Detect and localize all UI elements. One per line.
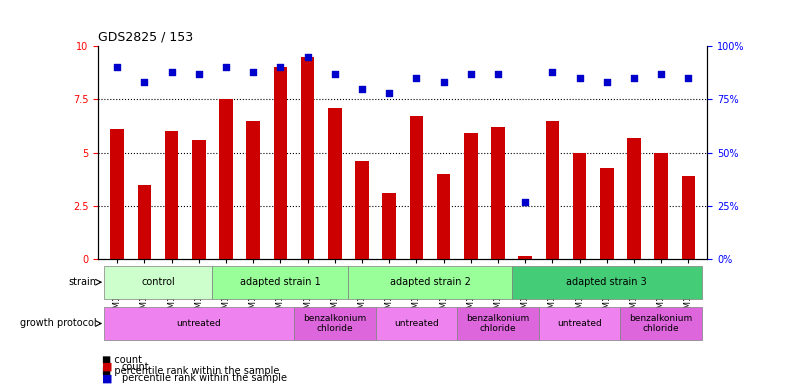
Point: [274, 64, 287, 70]
Bar: [491, 127, 505, 259]
Point: [601, 79, 613, 85]
Bar: [192, 140, 206, 259]
Bar: [138, 185, 151, 259]
Text: benzalkonium
chloride: benzalkonium chloride: [303, 314, 366, 333]
Text: adapted strain 2: adapted strain 2: [390, 277, 471, 287]
Bar: [681, 176, 695, 259]
FancyBboxPatch shape: [457, 307, 538, 340]
Bar: [247, 121, 260, 259]
Point: [546, 69, 559, 75]
Point: [138, 79, 151, 85]
FancyBboxPatch shape: [348, 266, 512, 299]
Bar: [383, 193, 396, 259]
Text: count: count: [122, 362, 149, 372]
Text: percentile rank within the sample: percentile rank within the sample: [122, 373, 287, 383]
Point: [682, 75, 695, 81]
Point: [247, 69, 259, 75]
Point: [437, 79, 450, 85]
FancyBboxPatch shape: [104, 266, 212, 299]
Point: [356, 86, 369, 92]
FancyBboxPatch shape: [538, 307, 620, 340]
Bar: [219, 99, 233, 259]
Bar: [545, 121, 559, 259]
Bar: [573, 152, 586, 259]
Bar: [111, 129, 124, 259]
Bar: [274, 67, 287, 259]
Bar: [328, 108, 342, 259]
Text: benzalkonium
chloride: benzalkonium chloride: [630, 314, 692, 333]
Bar: [627, 138, 641, 259]
FancyBboxPatch shape: [620, 307, 702, 340]
FancyBboxPatch shape: [294, 307, 376, 340]
Point: [111, 64, 123, 70]
Point: [628, 75, 641, 81]
Bar: [437, 174, 450, 259]
Point: [220, 64, 233, 70]
Text: untreated: untreated: [557, 319, 602, 328]
FancyBboxPatch shape: [104, 307, 294, 340]
Bar: [519, 256, 532, 259]
Text: ■: ■: [102, 362, 112, 372]
Text: GDS2825 / 153: GDS2825 / 153: [98, 30, 193, 43]
Bar: [355, 161, 369, 259]
Bar: [301, 57, 314, 259]
Point: [301, 54, 314, 60]
Point: [165, 69, 178, 75]
Text: growth protocol: growth protocol: [20, 318, 97, 328]
Point: [465, 71, 477, 77]
Text: untreated: untreated: [177, 319, 221, 328]
Text: adapted strain 3: adapted strain 3: [567, 277, 647, 287]
Point: [573, 75, 586, 81]
Point: [329, 71, 341, 77]
FancyBboxPatch shape: [376, 307, 457, 340]
Point: [193, 71, 205, 77]
FancyBboxPatch shape: [212, 266, 348, 299]
Text: untreated: untreated: [394, 319, 439, 328]
Text: control: control: [141, 277, 175, 287]
Point: [519, 199, 531, 205]
Text: strain: strain: [69, 277, 97, 287]
Text: benzalkonium
chloride: benzalkonium chloride: [466, 314, 530, 333]
Bar: [600, 167, 614, 259]
Point: [655, 71, 667, 77]
Point: [383, 90, 395, 96]
Bar: [464, 134, 478, 259]
Bar: [165, 131, 178, 259]
Point: [410, 75, 423, 81]
FancyBboxPatch shape: [512, 266, 702, 299]
Text: ■: ■: [102, 373, 112, 383]
Bar: [655, 152, 668, 259]
Text: adapted strain 1: adapted strain 1: [240, 277, 321, 287]
Bar: [410, 116, 423, 259]
Point: [492, 71, 505, 77]
Text: ■ count
■ percentile rank within the sample: ■ count ■ percentile rank within the sam…: [102, 355, 280, 376]
